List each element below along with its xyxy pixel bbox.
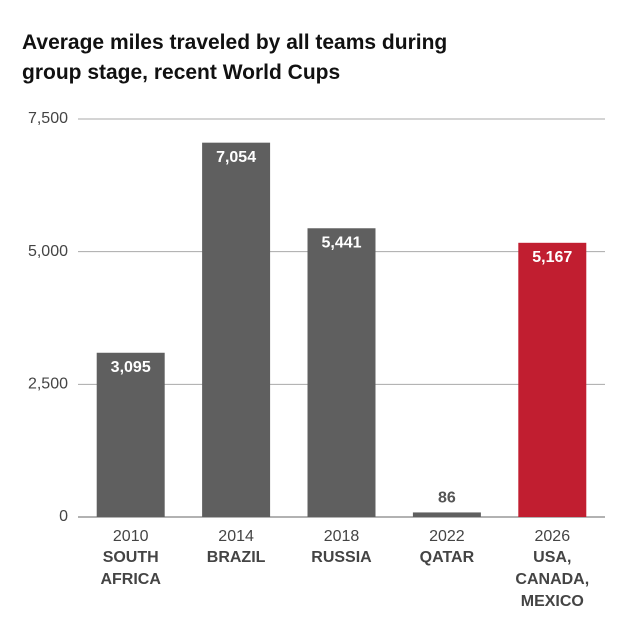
y-tick-label: 7,500: [28, 110, 68, 127]
x-tick-label: 2018: [324, 528, 360, 545]
bar: [202, 142, 271, 518]
value-label: 7,054: [216, 149, 256, 166]
x-tick-label: 2010: [113, 528, 149, 545]
category-name: AFRICA: [100, 571, 161, 588]
category-name: BRAZIL: [207, 549, 266, 566]
value-label: 5,167: [532, 249, 572, 266]
bar: [518, 242, 587, 517]
category-name: QATAR: [420, 549, 475, 566]
chart-title: Average miles traveled by all teams duri…: [22, 31, 448, 84]
x-tick-label: 2026: [535, 528, 571, 545]
y-tick-label: 0: [59, 508, 68, 525]
category-name: RUSSIA: [311, 549, 372, 566]
x-tick-label: 2014: [218, 528, 254, 545]
y-tick-label: 2,500: [28, 376, 68, 393]
value-label: 3,095: [111, 359, 151, 376]
category-name: USA,: [533, 549, 571, 566]
y-tick-label: 5,000: [28, 243, 68, 260]
bar: [96, 352, 165, 517]
bar: [412, 512, 481, 517]
value-label: 5,441: [321, 234, 361, 251]
category-name: CANADA,: [515, 571, 589, 588]
value-label: 86: [438, 490, 456, 507]
category-name: MEXICO: [521, 593, 584, 610]
x-tick-label: 2022: [429, 528, 465, 545]
category-name: SOUTH: [103, 549, 159, 566]
bar: [307, 228, 376, 517]
